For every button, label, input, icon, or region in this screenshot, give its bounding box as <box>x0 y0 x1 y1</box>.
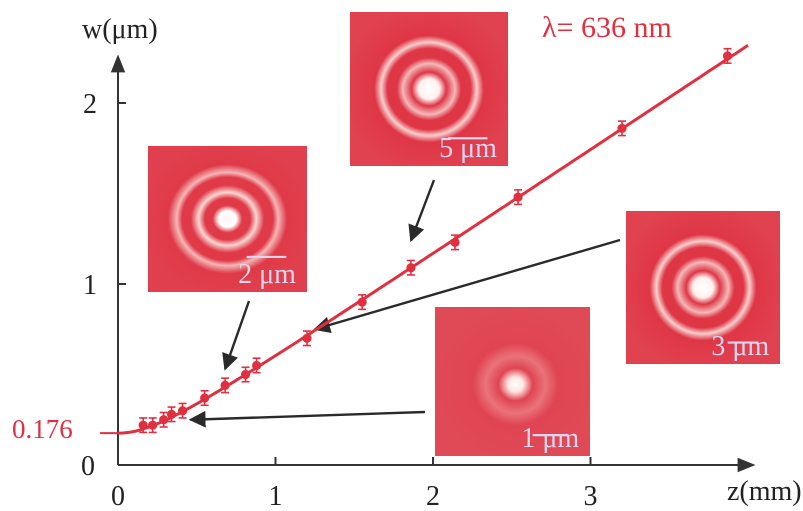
pointer-arrow <box>408 179 436 243</box>
x-tick-label: 0 <box>111 481 125 511</box>
y-tick-label: 2 <box>83 89 97 120</box>
data-point <box>722 47 733 64</box>
data-point <box>148 417 158 434</box>
x-axis-label: z(mm) <box>727 476 802 507</box>
point-marker <box>406 263 416 273</box>
data-point <box>513 189 523 206</box>
inset-rings <box>626 211 780 364</box>
points-layer <box>138 47 733 434</box>
point-marker <box>240 369 251 380</box>
point-marker <box>302 333 312 343</box>
point-marker <box>357 297 367 307</box>
pointer-arrow <box>313 238 621 334</box>
scale-bar-label: 1 μm <box>521 423 579 454</box>
beam-profile-inset: 5 μm <box>350 12 508 166</box>
x-tick-label: 2 <box>426 481 440 511</box>
point-marker <box>159 415 169 425</box>
inset-rings <box>435 307 590 456</box>
data-point <box>240 366 251 383</box>
point-marker <box>177 406 188 416</box>
y-tick-label: 0 <box>81 451 95 482</box>
scale-bar-label: 5 μm <box>439 133 497 164</box>
axes: 0 1 2 3 0 1 2 z(mm) w(μm) 0.176 <box>12 14 802 511</box>
data-point <box>357 294 367 311</box>
data-point <box>617 120 627 137</box>
beam-profile-inset: 2 μm <box>148 146 307 292</box>
y-tick-label: 1 <box>83 270 97 301</box>
scale-bar-label: 2 μm <box>238 259 296 290</box>
data-point <box>159 411 169 428</box>
beam-profile-inset: 1 μm <box>435 307 590 456</box>
point-marker <box>166 409 177 419</box>
tick-layer: 0 1 2 3 0 1 2 <box>81 89 598 511</box>
y-axis-label: w(μm) <box>82 14 158 45</box>
data-point <box>302 330 312 347</box>
insets-layer: 2 μm 5 μm 3 μm 1 μm <box>148 12 780 456</box>
data-point <box>220 377 230 394</box>
point-marker <box>148 420 158 430</box>
point-marker <box>617 123 627 133</box>
x-tick-label: 1 <box>269 481 283 511</box>
beam-profile-inset: 3 μm <box>626 211 780 364</box>
pointer-arrow <box>188 410 426 428</box>
inset-rings <box>148 146 307 292</box>
point-marker <box>450 237 460 247</box>
point-marker <box>220 380 230 390</box>
wavelength-annotation: λ= 636 nm <box>542 11 672 44</box>
x-tick-label: 3 <box>584 481 598 511</box>
point-marker <box>200 393 210 403</box>
data-point <box>406 259 416 276</box>
point-marker <box>722 51 733 61</box>
inset-rings <box>350 12 508 166</box>
point-marker <box>252 360 262 371</box>
data-point <box>450 234 460 251</box>
arrows-layer <box>188 179 621 428</box>
data-point <box>138 417 148 434</box>
waist-value-label: 0.176 <box>12 414 73 444</box>
data-point <box>166 406 177 423</box>
scale-bar-label: 3 μm <box>711 331 769 362</box>
pointer-arrow <box>222 300 251 371</box>
data-point <box>252 357 262 374</box>
point-marker <box>513 192 523 202</box>
data-point <box>177 402 188 419</box>
data-point <box>200 389 210 407</box>
point-marker <box>138 420 148 430</box>
